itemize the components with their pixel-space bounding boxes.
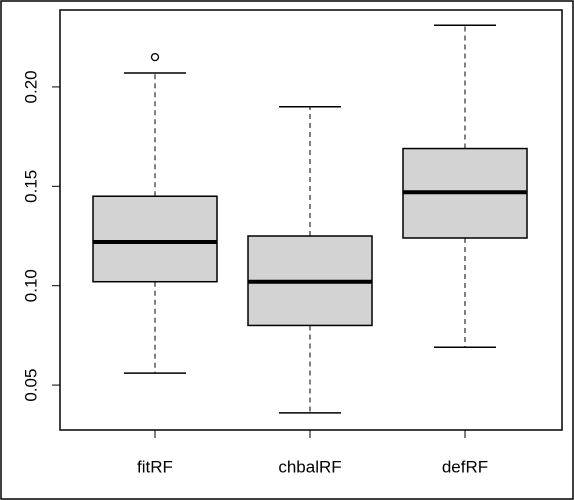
y-tick-label: 0.20 xyxy=(21,70,40,103)
x-tick-label: defRF xyxy=(442,457,488,476)
y-tick-label: 0.15 xyxy=(21,170,40,203)
outlier xyxy=(150,52,160,62)
x-tick-label: chbalRF xyxy=(278,457,341,476)
plot-area xyxy=(59,9,563,431)
y-tick-label: 0.10 xyxy=(21,269,40,302)
y-tick-label: 0.05 xyxy=(21,369,40,402)
x-tick-label: fitRF xyxy=(137,457,173,476)
box xyxy=(92,195,218,283)
